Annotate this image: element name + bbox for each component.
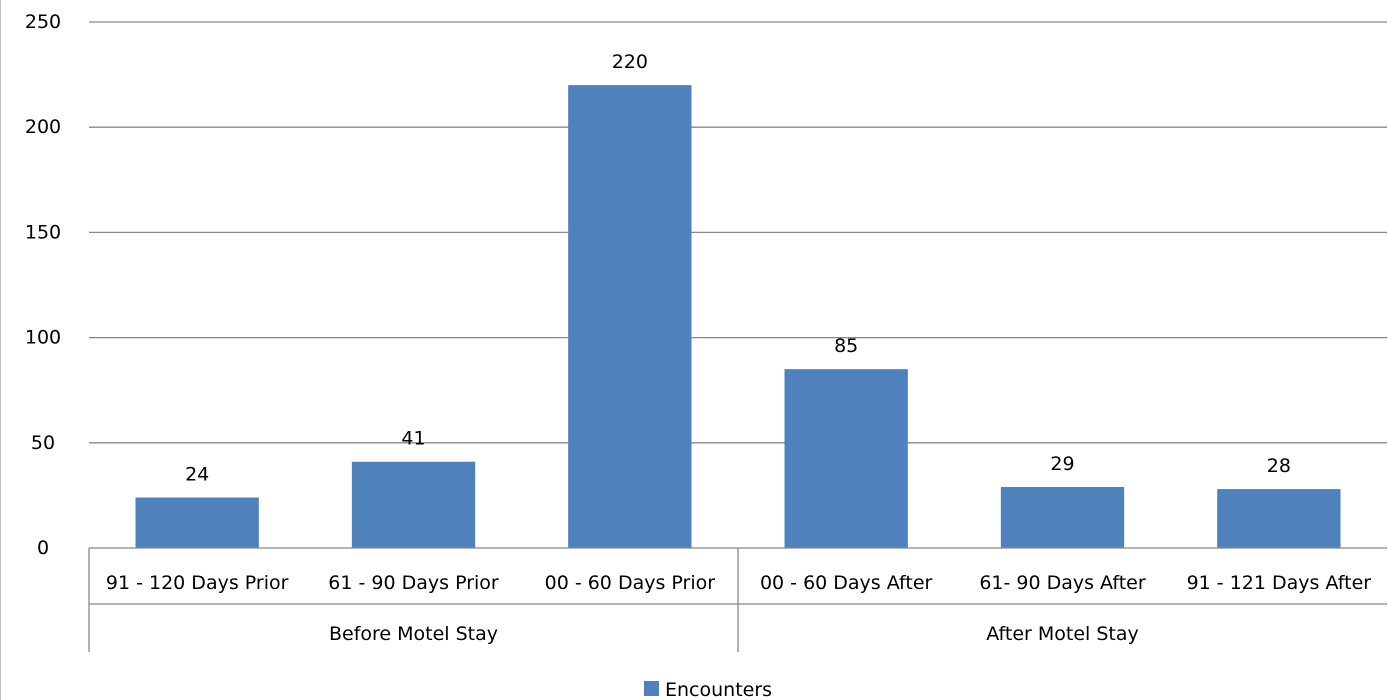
bar (1217, 489, 1341, 548)
y-tick-label: 0 (37, 537, 49, 559)
x-tick-label: 61 - 90 Days Prior (328, 572, 499, 594)
bar (135, 497, 259, 548)
bar (1000, 486, 1125, 548)
data-label: 41 (401, 428, 425, 450)
bar (784, 369, 908, 548)
data-label: 220 (612, 51, 648, 73)
x-axis: 91 - 120 Days Prior 61 - 90 Days Prior 00 … (88, 547, 1387, 652)
bar (568, 85, 692, 549)
data-label: 24 (185, 464, 209, 486)
x-group-label: After Motel Stay (986, 623, 1139, 645)
bar (351, 461, 476, 548)
legend: Encounters (644, 679, 772, 700)
x-group-label: Before Motel Stay (329, 623, 498, 645)
y-tick-label: 50 (31, 432, 55, 454)
gridlines (89, 21, 1387, 444)
x-tick-label: 00 - 60 Days After (760, 572, 933, 594)
y-tick-label: 100 (25, 327, 61, 349)
y-tick-label: 150 (25, 221, 61, 243)
x-tick-label: 91 - 120 Days Prior (106, 572, 289, 594)
bars (135, 85, 1341, 549)
data-label: 85 (834, 335, 858, 357)
legend-swatch (644, 681, 659, 696)
data-label: 29 (1050, 453, 1074, 475)
x-tick-label: 91 - 121 Days After (1187, 572, 1372, 594)
x-tick-label: 00 - 60 Days Prior (545, 572, 716, 594)
data-labels: 24 41 220 85 29 28 (185, 51, 1291, 485)
x-tick-label: 61- 90 Days After (979, 572, 1146, 594)
data-label: 28 (1267, 455, 1291, 477)
legend-label: Encounters (665, 679, 772, 700)
y-tick-label: 200 (25, 116, 61, 138)
y-axis: 0 50 100 150 200 250 (25, 11, 61, 559)
y-tick-label: 250 (25, 11, 61, 33)
